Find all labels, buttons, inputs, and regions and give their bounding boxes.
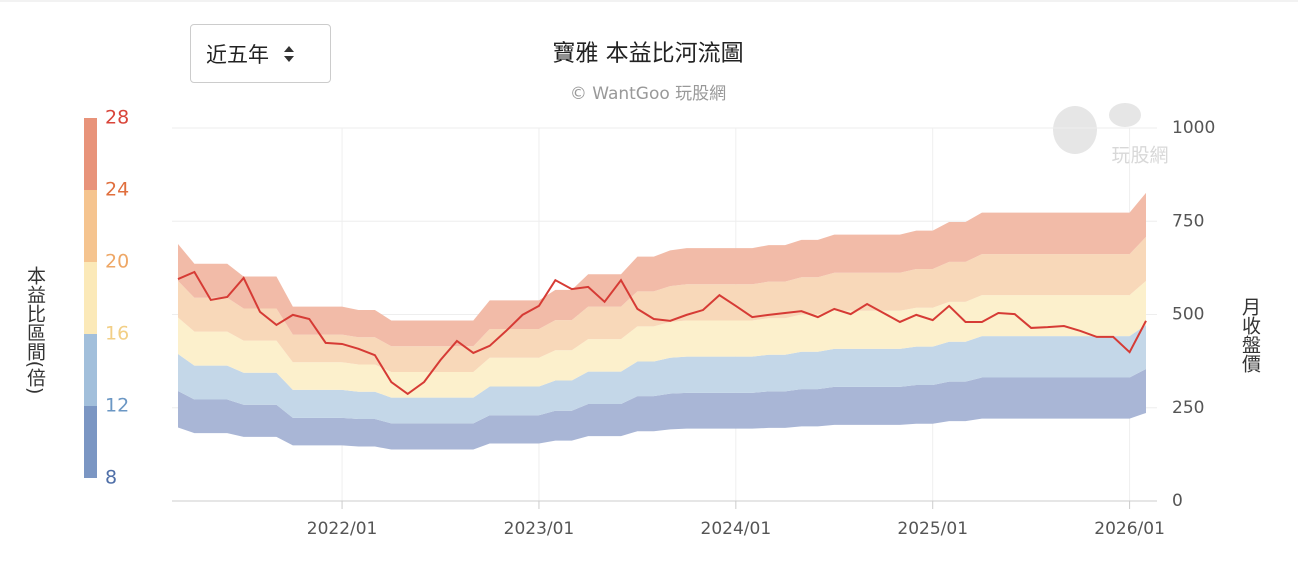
y-tick-label: 750 — [1172, 211, 1204, 231]
x-tick-label: 2025/01 — [897, 519, 968, 539]
x-tick-label: 2026/01 — [1094, 519, 1165, 539]
legend-label: 12 — [105, 395, 129, 417]
period-dropdown[interactable]: 近五年 — [190, 24, 331, 83]
legend-label: 8 — [105, 467, 117, 489]
legend-label: 20 — [105, 251, 129, 273]
y-axis-label: 月收盤價 — [1239, 297, 1261, 373]
y-tick-label: 250 — [1172, 398, 1204, 418]
legend-swatch — [84, 262, 97, 334]
legend-label: 28 — [105, 107, 129, 129]
legend-swatch — [84, 334, 97, 406]
chart-title: 寶雅 本益比河流圖 — [552, 41, 743, 67]
y-tick-label: 0 — [1172, 491, 1183, 511]
x-tick-label: 2023/01 — [504, 519, 575, 539]
pe-band — [178, 368, 1146, 450]
pe-band — [178, 192, 1146, 347]
x-tick-label: 2024/01 — [701, 519, 772, 539]
y-tick-label: 500 — [1172, 305, 1204, 325]
price-line — [177, 270, 1147, 396]
pe-band — [178, 280, 1146, 398]
dropdown-label: 近五年 — [206, 42, 269, 67]
pe-band — [178, 236, 1146, 372]
legend-swatch — [84, 118, 97, 190]
legend-label: 24 — [105, 179, 129, 201]
legend-swatch — [84, 190, 97, 262]
legend-label: 16 — [105, 323, 129, 345]
watermark-logo — [1053, 103, 1141, 154]
dropdown-arrows — [284, 45, 294, 62]
legend-swatch — [84, 406, 97, 478]
pe-band — [178, 324, 1146, 424]
watermark: 玩股網 — [1111, 145, 1168, 167]
x-tick-label: 2022/01 — [307, 519, 378, 539]
band-axis-label: 本益比區間(倍) — [24, 265, 46, 394]
y-tick-label: 1000 — [1172, 118, 1215, 138]
chart-subtitle: © WantGoo 玩股網 — [570, 84, 726, 104]
